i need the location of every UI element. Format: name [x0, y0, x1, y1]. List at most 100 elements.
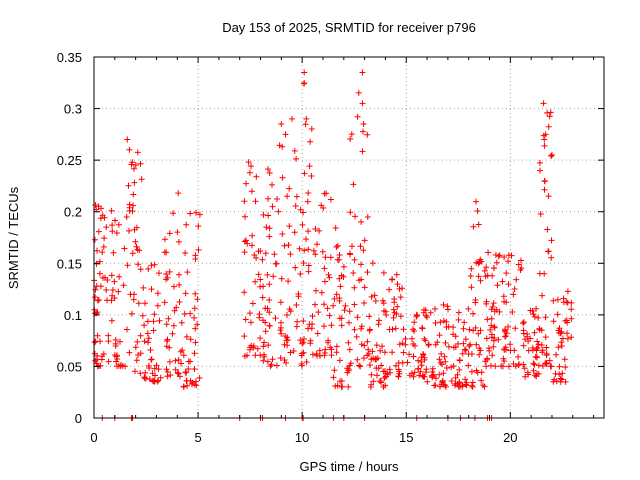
data-point: [410, 373, 417, 380]
data-point: [487, 326, 494, 333]
data-point: [165, 315, 172, 322]
data-point: [432, 382, 439, 389]
data-point: [260, 283, 267, 290]
data-point: [462, 347, 469, 354]
data-point: [291, 147, 298, 154]
data-point: [364, 131, 371, 138]
data-point: [437, 319, 444, 326]
data-point: [130, 296, 137, 303]
data-point: [507, 341, 514, 348]
data-point: [437, 359, 444, 366]
data-point: [302, 121, 309, 128]
data-point: [141, 322, 148, 329]
data-point: [104, 277, 111, 283]
data-point: [249, 300, 256, 307]
data-point: [286, 223, 293, 230]
data-point: [489, 352, 496, 359]
x-tick-label: 0: [90, 430, 97, 445]
data-point: [367, 362, 373, 368]
data-point: [265, 195, 272, 202]
data-point: [419, 373, 426, 379]
data-point: [281, 341, 288, 348]
data-point: [94, 247, 100, 254]
data-point: [137, 350, 144, 357]
data-point: [475, 221, 482, 228]
data-point: [167, 372, 174, 379]
data-point: [96, 270, 103, 277]
data-point: [462, 336, 469, 343]
y-tick-label: 0.15: [57, 256, 82, 271]
data-point: [501, 254, 508, 261]
data-point: [183, 221, 190, 228]
data-point: [278, 275, 285, 282]
data-point: [334, 242, 341, 249]
data-point: [154, 378, 161, 385]
data-point: [255, 271, 262, 278]
data-point: [443, 365, 450, 371]
data-point: [533, 373, 540, 380]
data-point: [357, 243, 364, 250]
data-point: [474, 369, 481, 376]
data-point: [282, 333, 289, 339]
data-point: [440, 370, 447, 377]
data-point: [564, 335, 571, 342]
data-point: [440, 301, 447, 308]
data-point: [410, 353, 417, 360]
data-point: [417, 368, 424, 375]
data-point: [462, 381, 469, 388]
data-point: [409, 335, 415, 342]
data-point: [438, 350, 445, 357]
data-point: [132, 368, 138, 375]
data-point: [346, 346, 353, 353]
data-point: [360, 121, 367, 127]
data-point: [551, 376, 558, 383]
data-point: [361, 237, 368, 244]
data-point: [533, 346, 540, 353]
data-point: [114, 356, 121, 362]
data-point: [386, 366, 393, 373]
data-point: [568, 315, 575, 322]
data-point: [568, 306, 575, 313]
data-point: [300, 209, 307, 216]
data-point: [105, 358, 112, 365]
data-point: [261, 351, 267, 358]
data-point: [368, 371, 375, 378]
data-point: [443, 318, 450, 325]
data-point: [95, 297, 102, 303]
data-point: [163, 343, 170, 350]
data-point: [475, 330, 482, 337]
data-point: [249, 232, 256, 239]
data-point: [183, 377, 190, 384]
data-point: [499, 278, 506, 285]
data-point: [368, 293, 375, 300]
data-point: [265, 166, 271, 173]
data-point: [545, 193, 552, 200]
data-point: [265, 342, 272, 349]
data-point: [568, 334, 575, 341]
data-point: [297, 271, 304, 277]
y-tick-label: 0.1: [64, 308, 82, 323]
data-point: [256, 311, 263, 318]
data-point: [442, 358, 449, 365]
data-point: [558, 339, 565, 346]
data-point: [92, 357, 99, 364]
data-point: [92, 202, 99, 208]
data-point: [538, 327, 545, 334]
data-point: [562, 364, 569, 371]
data-point: [432, 320, 439, 326]
data-point: [150, 377, 157, 384]
data-point: [331, 295, 338, 302]
data-point: [157, 374, 164, 381]
data-point: [391, 309, 398, 316]
data-point: [393, 362, 399, 369]
data-point: [359, 100, 366, 107]
data-point: [353, 333, 360, 340]
data-point: [271, 251, 278, 258]
data-point: [492, 252, 499, 258]
data-point: [374, 372, 380, 379]
data-point: [369, 260, 376, 267]
data-point: [92, 294, 99, 301]
data-point: [520, 327, 527, 334]
data-point: [509, 309, 516, 315]
data-point: [277, 355, 284, 361]
